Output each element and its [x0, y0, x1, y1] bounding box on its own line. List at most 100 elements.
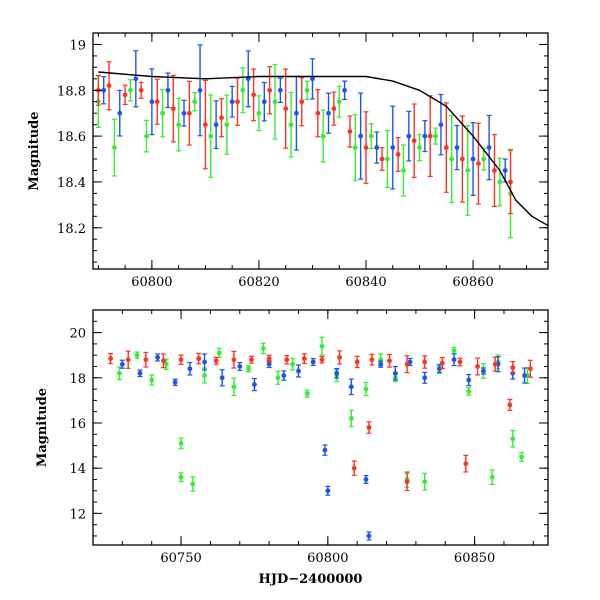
data-point [319, 357, 325, 363]
x-tick-label: 60820 [238, 275, 279, 290]
data-point [454, 145, 460, 150]
data-point [219, 115, 224, 121]
data-point [301, 356, 307, 361]
data-point [363, 145, 369, 150]
data-point [319, 343, 325, 349]
data-point [249, 357, 254, 363]
data-point [296, 368, 301, 374]
data-point [117, 110, 123, 116]
y-tick-label: 18.4 [57, 176, 86, 191]
x-tick-label: 60800 [307, 551, 348, 566]
data-point [369, 357, 375, 363]
data-point [260, 346, 266, 351]
y-tick-label: 18.2 [57, 222, 86, 237]
y-tick-label: 19 [69, 38, 86, 53]
x-tick-label: 60750 [160, 551, 201, 566]
data-point [213, 122, 219, 128]
data-point [108, 356, 114, 361]
data-point [310, 359, 316, 365]
data-point [176, 122, 182, 128]
data-point [325, 488, 331, 494]
data-point [190, 481, 196, 487]
y-tick-label: 18 [69, 372, 86, 387]
data-point [374, 145, 380, 150]
data-point [237, 364, 243, 369]
data-point [160, 110, 165, 116]
data-point [465, 168, 471, 173]
data-point [378, 361, 384, 367]
data-point [284, 357, 290, 363]
data-point [347, 129, 353, 134]
data-point [251, 92, 256, 98]
data-point [510, 365, 516, 371]
ticks [93, 32, 548, 269]
data-point [304, 391, 310, 397]
y-tick-label: 18.8 [57, 84, 86, 99]
data-point [507, 402, 513, 408]
data-point [475, 364, 480, 369]
data-point [231, 357, 237, 363]
data-point [436, 366, 442, 372]
data-point [492, 361, 498, 367]
data-point [186, 110, 192, 116]
series-2-group [108, 350, 533, 378]
data-point [326, 110, 331, 116]
data-point [178, 357, 184, 363]
bottom-panel: 60750 60800 60850 12 14 16 18 20 Magnitude HJD−24… [35, 309, 549, 587]
data-point [481, 156, 487, 162]
data-point [143, 357, 149, 363]
data-point [310, 76, 315, 82]
data-point [197, 87, 203, 93]
y-axis-title: Magnitude [27, 111, 42, 190]
data-point [385, 156, 390, 162]
data-point [379, 156, 385, 162]
data-point [390, 145, 396, 150]
data-point [481, 368, 486, 374]
data-point [138, 87, 144, 93]
data-point [288, 122, 294, 128]
data-point [449, 156, 455, 162]
data-point [348, 384, 354, 390]
data-point [290, 361, 296, 367]
model-curve [98, 71, 548, 227]
data-point [101, 87, 107, 93]
data-point [457, 359, 463, 365]
top-panel: 60800 60820 60840 60860 18.2 18.4 18.6 18.8 19 Ma… [27, 32, 549, 290]
data-point [331, 106, 337, 112]
data-point [172, 379, 178, 385]
data-point [406, 133, 412, 139]
data-point [187, 366, 193, 372]
data-point [519, 454, 524, 460]
data-point [294, 110, 299, 116]
data-point [134, 352, 140, 358]
data-point [165, 87, 171, 93]
x-tick-label: 60850 [454, 551, 495, 566]
data-point [387, 358, 392, 364]
data-point [246, 366, 251, 372]
plot-area [95, 44, 548, 239]
data-point [336, 99, 342, 105]
series-2-group [95, 61, 514, 215]
data-point [119, 361, 125, 367]
data-point [368, 133, 374, 139]
data-point [275, 375, 281, 381]
data-point [363, 386, 369, 392]
data-point [122, 92, 128, 98]
data-point [170, 106, 176, 112]
data-point [351, 465, 357, 471]
data-point [133, 76, 139, 82]
data-point [366, 533, 372, 539]
data-point [422, 133, 428, 139]
data-point [149, 99, 155, 105]
data-point [112, 145, 117, 150]
data-point [401, 168, 406, 173]
data-point [137, 370, 143, 376]
data-point [470, 156, 476, 162]
data-point [128, 87, 133, 93]
y-tick-label: 14 [69, 462, 86, 477]
data-point [358, 133, 364, 139]
data-point [202, 373, 207, 378]
ticks [92, 309, 548, 545]
data-point [466, 388, 472, 394]
data-point [299, 99, 305, 105]
